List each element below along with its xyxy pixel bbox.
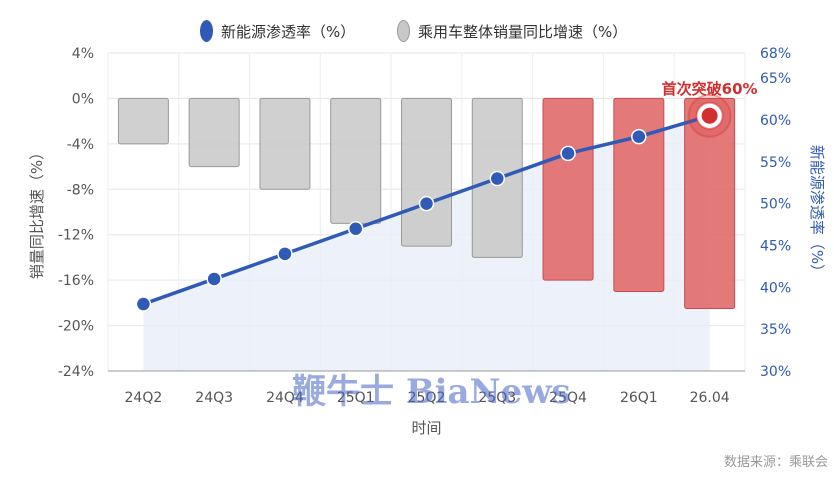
- source-note: 数据来源：乘联会: [723, 455, 828, 470]
- penetration-point: [560, 145, 576, 162]
- penetration-point: [347, 220, 364, 237]
- legend-item-penetration[interactable]: 新能源渗透率（%）: [200, 16, 355, 46]
- right-tick-label: 68%: [760, 46, 791, 62]
- legend-marker-bar: [397, 20, 410, 42]
- right-tick-label: 65%: [760, 71, 791, 87]
- right-tick-label: 55%: [760, 155, 791, 171]
- right-tick-label: 45%: [760, 238, 791, 254]
- right-tick-label: 50%: [760, 197, 791, 213]
- left-tick-label: 4%: [72, 46, 94, 62]
- x-tick-label: 25Q2: [408, 390, 446, 406]
- right-tick-label: 30%: [760, 364, 791, 380]
- x-tick-label: 24Q3: [195, 390, 233, 406]
- left-tick-label: -24%: [58, 364, 94, 380]
- penetration-point: [631, 128, 647, 145]
- right-tick-label: 60%: [760, 113, 791, 129]
- legend-item-sales-growth[interactable]: 乘用车整体销量同比增速（%）: [397, 16, 627, 46]
- legend: 新能源渗透率（%） 乘用车整体销量同比增速（%）: [0, 16, 834, 46]
- x-tick-label: 24Q4: [266, 390, 304, 406]
- penetration-point: [277, 246, 293, 262]
- left-tick-label: -16%: [58, 273, 94, 289]
- sales-growth-bar: [684, 97, 736, 310]
- left-tick-label: -4%: [67, 137, 94, 153]
- penetration-point: [206, 271, 222, 287]
- left-tick-label: 0%: [72, 91, 94, 107]
- sales-growth-bar: [401, 97, 452, 247]
- x-tick-label: 25Q3: [478, 390, 516, 406]
- x-tick-label: 25Q1: [337, 390, 375, 406]
- sales-growth-bar: [330, 97, 382, 224]
- penetration-point: [135, 296, 152, 312]
- legend-label-sales-growth: 乘用车整体销量同比增速（%）: [418, 22, 628, 41]
- right-tick-label: 40%: [760, 280, 791, 296]
- left-tick-label: -8%: [67, 182, 94, 198]
- sales-growth-bar: [542, 97, 594, 281]
- left-tick-label: -20%: [58, 319, 94, 335]
- legend-label-penetration: 新能源渗透率（%）: [221, 22, 356, 41]
- sales-growth-bar: [188, 97, 240, 168]
- sales-growth-bar: [117, 97, 169, 145]
- left-tick-label: -12%: [58, 228, 94, 244]
- x-tick-label: 25Q4: [549, 390, 587, 406]
- x-tick-label: 24Q2: [125, 390, 163, 406]
- penetration-point: [489, 170, 506, 187]
- right-tick-label: 35%: [760, 322, 791, 338]
- legend-marker-line: [200, 20, 213, 42]
- penetration-point: [418, 195, 435, 212]
- x-tick-label: 26.04: [690, 390, 730, 406]
- right-axis-title: 新能源渗透率（%）: [808, 145, 826, 279]
- x-tick-label: 26Q1: [620, 390, 658, 406]
- sales-growth-bar: [259, 97, 311, 190]
- highlight-point: [701, 107, 718, 124]
- left-axis-title: 销量同比增速（%）: [28, 145, 46, 279]
- sales-growth-bar: [613, 97, 665, 292]
- x-axis-title: 时间: [411, 419, 441, 437]
- watermark: 鞭牛士 BiaNews: [292, 372, 571, 412]
- annotation-label: 首次突破60%: [662, 80, 758, 98]
